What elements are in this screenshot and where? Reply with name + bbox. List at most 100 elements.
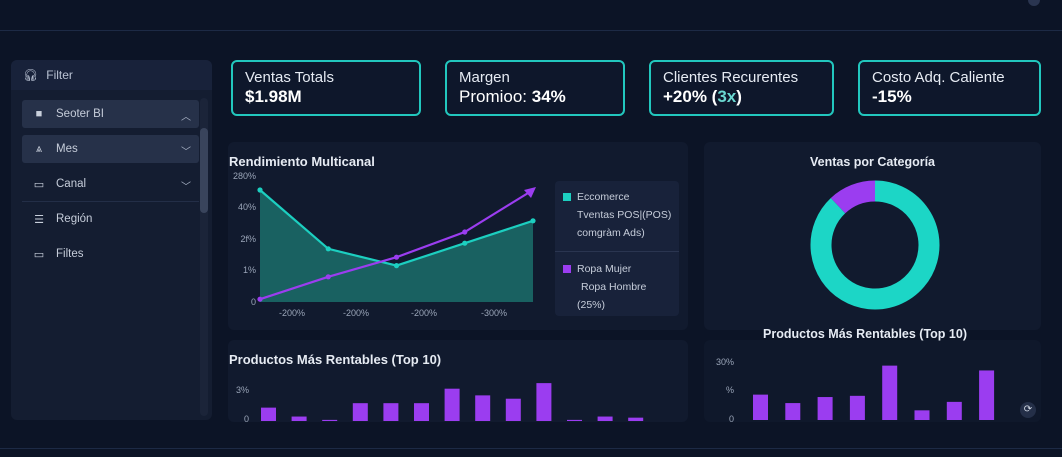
y-tick-label: 0 — [251, 297, 256, 307]
footer-divider — [0, 448, 1062, 449]
legend-label: (25%) — [577, 299, 606, 311]
bar — [383, 403, 399, 421]
data-point — [530, 218, 536, 224]
multichannel-title: Rendimiento Multicanal — [229, 154, 375, 169]
filter-item-mes[interactable]: ⩓ Mes ﹀ — [22, 135, 199, 163]
filter-item-label: Región — [56, 213, 93, 225]
filter-header-label: Filter — [46, 68, 73, 82]
filter-header[interactable]: 🎧︎ Filter — [11, 60, 212, 90]
y-tick-label: % — [726, 385, 734, 395]
refresh-icon[interactable]: ⟳ — [1020, 402, 1036, 418]
kpi-label: Clientes Recurentes — [663, 69, 799, 86]
divider — [22, 201, 199, 202]
legend-divider — [555, 251, 679, 252]
data-point — [325, 274, 331, 280]
bar — [414, 403, 429, 421]
chevron-up-icon[interactable]: ︿ — [181, 112, 191, 123]
legend-swatch — [563, 265, 571, 274]
bar — [979, 370, 995, 420]
kpi-value: $1.98M — [245, 87, 302, 106]
kpi-value-accent: 3x — [717, 87, 737, 106]
top-products-right-bar-chart: 30%% 0 — [716, 357, 995, 422]
data-point — [393, 254, 400, 260]
category-title: Ventas por Categoría — [809, 155, 936, 169]
chevron-down-icon[interactable]: ﹀ — [181, 182, 191, 193]
scrollbar-thumb[interactable] — [200, 128, 208, 213]
data-point — [325, 246, 331, 252]
chevron-down-icon[interactable]: ﹀ — [181, 147, 191, 158]
filter-sidebar: 🎧︎ Filter ■ Seoter BI ︿ ⩓ Mes ﹀ ▭ Canal … — [11, 60, 212, 420]
list-icon: ☰ — [34, 213, 44, 226]
legend-entry-eccomerce[interactable]: Eccomerce Tventas POS|(POS) comgràm Ads) — [563, 188, 671, 242]
bar — [261, 407, 276, 421]
x-tick-label: -300% — [481, 308, 507, 318]
bar — [567, 419, 582, 421]
filter-item-label: Mes — [56, 143, 78, 155]
kpi-clientes-recurrentes[interactable]: Clientes Recurentes +20% (3x) — [649, 60, 834, 116]
data-point — [257, 187, 263, 193]
filter-item-filtes[interactable]: ▭ Filtes — [22, 240, 199, 268]
y-tick-label: 280% — [233, 171, 256, 181]
y-tick-label: 0 — [729, 414, 734, 422]
bar — [536, 383, 552, 421]
x-tick-label: -200% — [411, 308, 437, 318]
header-divider — [0, 30, 1062, 31]
bar — [946, 401, 962, 420]
bar — [882, 365, 898, 420]
filter-item-label: Canal — [56, 178, 87, 190]
bar — [849, 395, 865, 420]
bar — [914, 410, 930, 420]
y-tick-label: 3% — [236, 385, 249, 395]
y-tick-label: 1% — [243, 265, 256, 275]
kpi-label: Ventas Totals — [245, 69, 334, 86]
kpi-label: Margen — [459, 69, 510, 86]
filter-list: ■ Seoter BI ︿ ⩓ Mes ﹀ ▭ Canal ﹀ ☰ Región… — [22, 100, 199, 275]
bar — [291, 416, 307, 421]
y-tick-label: 0 — [244, 414, 249, 422]
top-products-right-title: Productos Más Rentables (Top 10) — [763, 327, 967, 341]
legend-label: Tventas POS|(POS) — [577, 209, 672, 221]
kpi-value-number: 34% — [531, 87, 566, 106]
headphones-icon: 🎧︎ — [23, 68, 39, 82]
x-tick-label: -200% — [279, 308, 305, 318]
kpi-margen[interactable]: Margen Promioo: 34% — [445, 60, 625, 116]
y-tick-label: 30% — [716, 357, 734, 367]
save-icon: ■ — [35, 108, 43, 120]
sidebar-scrollbar[interactable] — [200, 98, 208, 416]
top-products-left-title: Productos Más Rentables (Top 10) — [229, 352, 442, 367]
filter-item-label: Seoter BI — [56, 108, 104, 120]
legend-swatch — [563, 193, 571, 202]
trend-arrowhead — [524, 187, 536, 198]
monitor-icon: ▭ — [33, 178, 45, 191]
filter-item-canal[interactable]: ▭ Canal ﹀ — [22, 170, 199, 198]
user-avatar[interactable] — [1028, 0, 1040, 6]
kpi-ventas-totales[interactable]: Ventas Totals $1.98M — [231, 60, 421, 116]
filter-item-region[interactable]: ☰ Región — [22, 205, 199, 233]
legend-label: Eccomerce — [577, 191, 630, 203]
multichannel-legend: Eccomerce Tventas POS|(POS) comgràm Ads)… — [555, 181, 679, 316]
bar — [628, 417, 644, 421]
y-tick-label: 40% — [238, 202, 256, 212]
x-tick-label: -200% — [343, 308, 369, 318]
donut-slice — [810, 180, 940, 310]
kpi-label: Costo Adq. Caliente — [872, 69, 1005, 86]
kpi-value-prefix: Promioo: — [459, 87, 532, 106]
legend-label: Ropa Hombre — [581, 281, 647, 293]
kpi-value-number: +20% ( — [663, 87, 718, 106]
kpi-costo-adquisicion[interactable]: Costo Adq. Caliente -15% — [858, 60, 1041, 116]
bar — [817, 397, 833, 420]
bar — [753, 394, 768, 420]
multichannel-line-chart: 280% 40% 2f% 1% 0 -200% -200% -200% -300% — [233, 171, 536, 318]
kpi-value: -15% — [872, 87, 912, 106]
category-donut-chart — [810, 180, 940, 310]
data-point — [393, 263, 400, 269]
legend-entry-ropa[interactable]: Ropa Mujer Ropa Hombre (25%) — [563, 260, 646, 314]
bar — [785, 403, 801, 420]
kpi-value: Promioo: 34% — [459, 86, 611, 108]
legend-label: comgràm Ads) — [577, 227, 645, 239]
data-point — [257, 296, 263, 302]
top-products-left-bar-chart: 3% 0 — [236, 383, 644, 422]
data-point — [462, 229, 468, 235]
kpi-value: +20% (3x) — [663, 86, 820, 108]
filter-item-sector[interactable]: ■ Seoter BI ︿ — [22, 100, 199, 128]
